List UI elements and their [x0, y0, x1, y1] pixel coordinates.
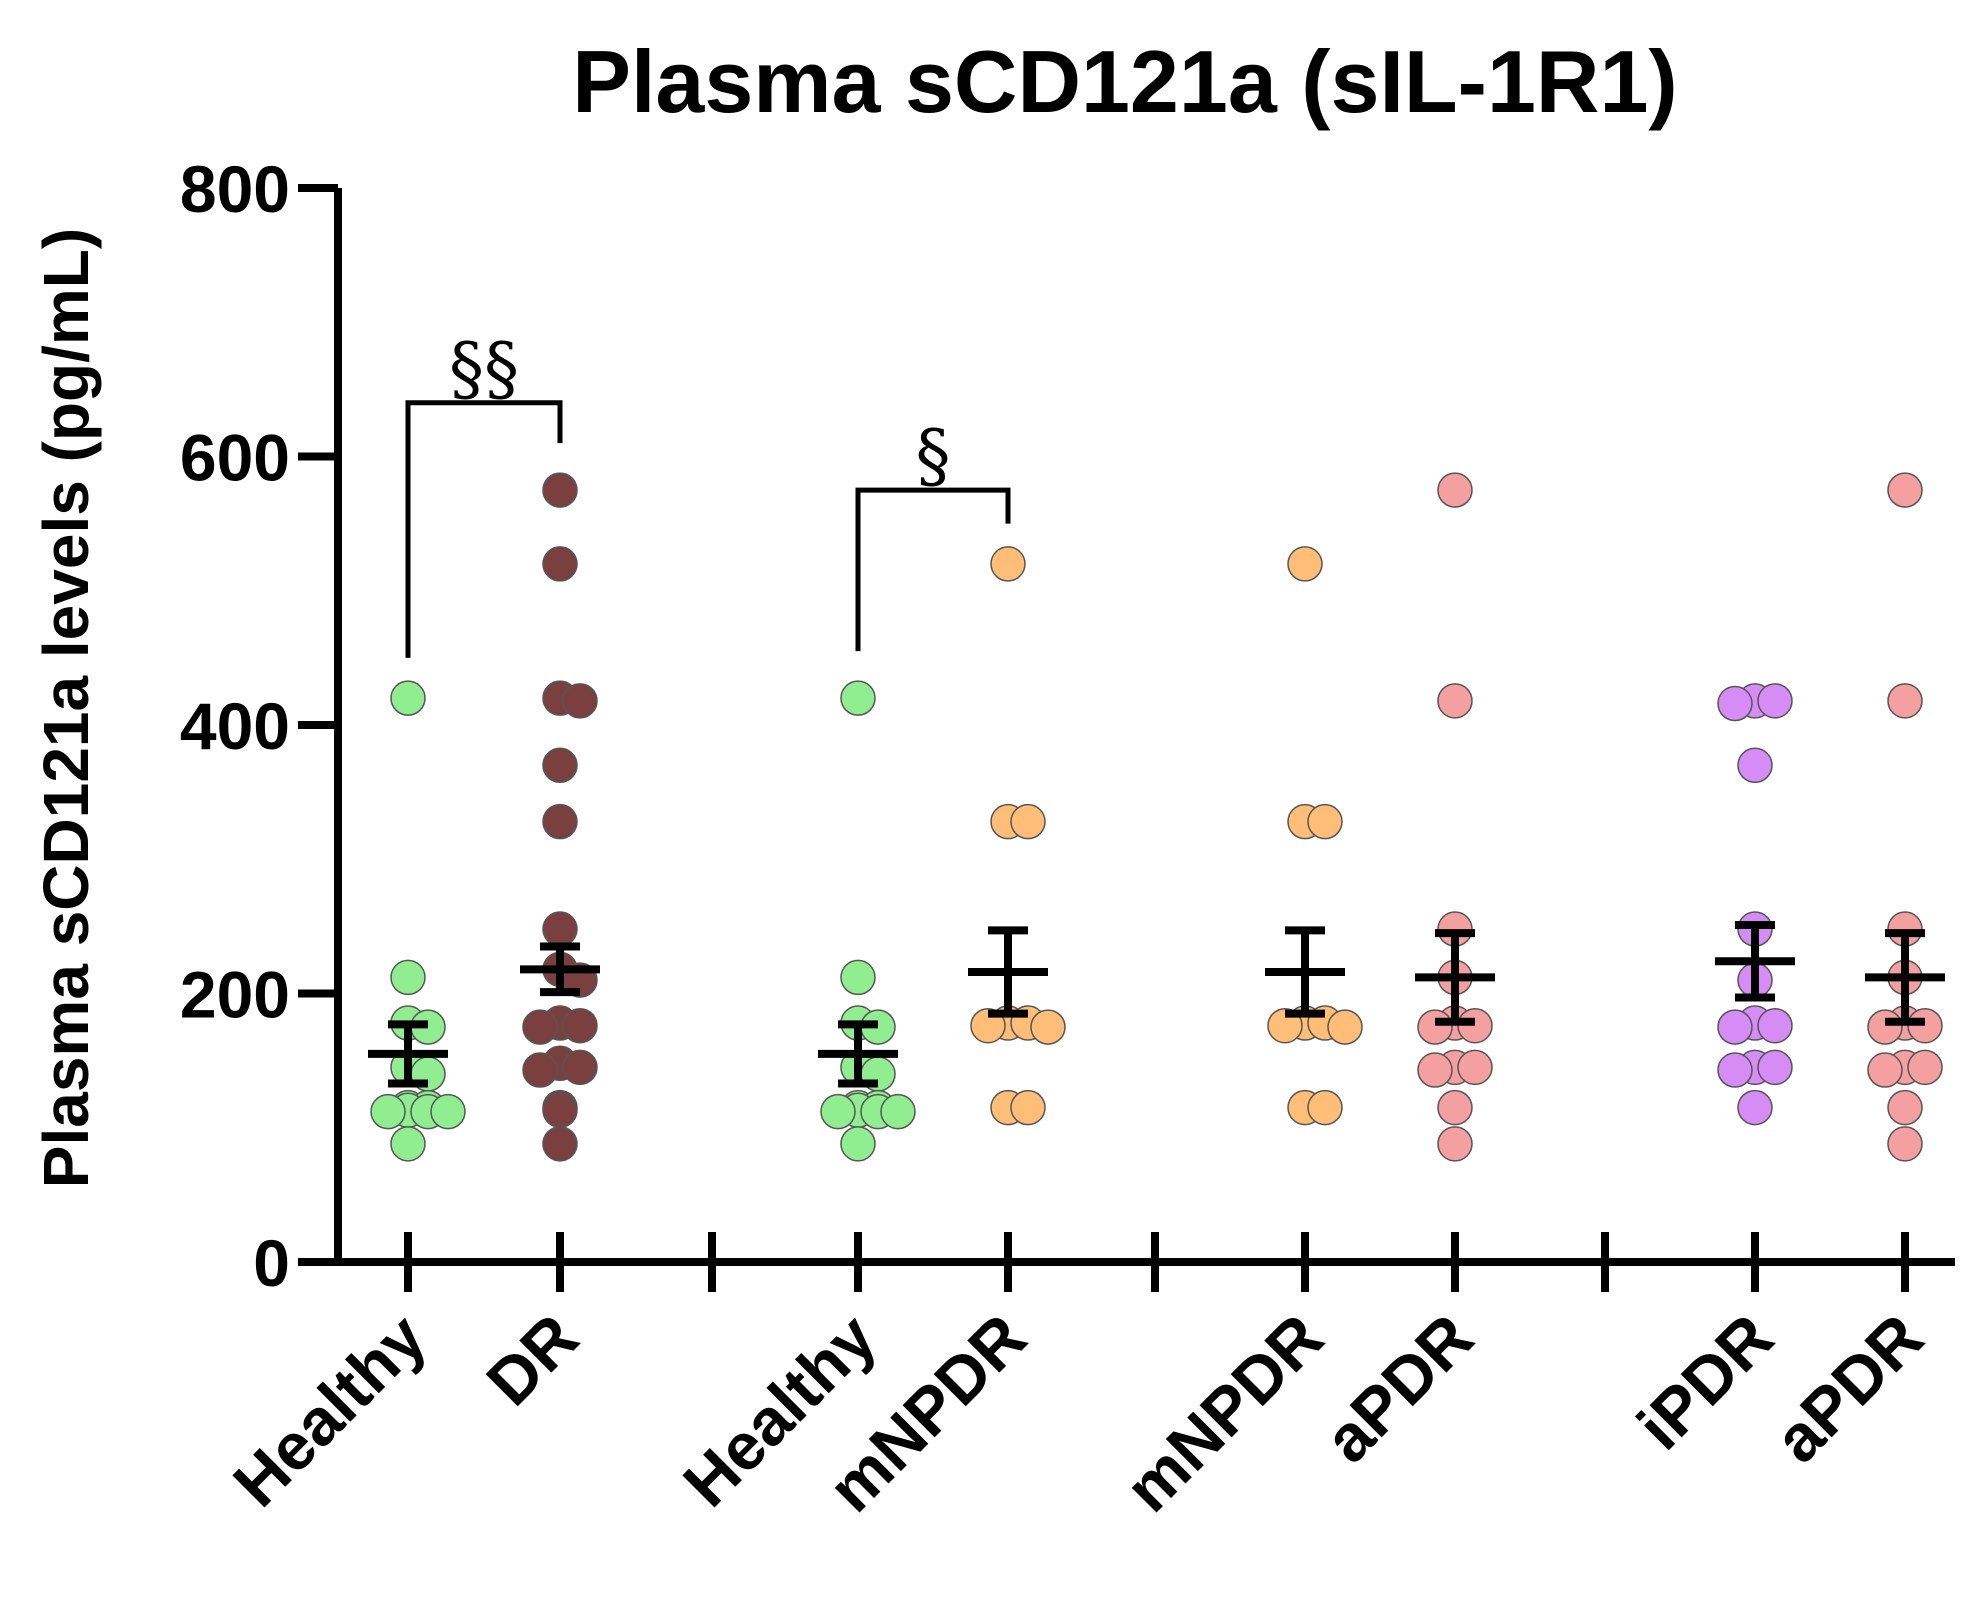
data-point [562, 1049, 598, 1086]
data-point [542, 911, 578, 947]
data-point [370, 1093, 406, 1130]
data-point [1307, 803, 1343, 840]
data-point [1907, 1007, 1943, 1044]
data-point [820, 1093, 856, 1130]
data-point [1757, 683, 1793, 719]
data-point [1887, 472, 1923, 508]
data-point [430, 1093, 466, 1130]
data-point [542, 1092, 578, 1129]
data-points [370, 472, 1943, 1162]
data-point [522, 1009, 558, 1045]
data-point [1417, 1052, 1453, 1088]
significance-label: §§ [449, 328, 519, 410]
data-point [1887, 1089, 1923, 1126]
y-ticks: 0 200 400 600 800 [180, 152, 338, 1300]
y-tick-label: 200 [180, 958, 290, 1032]
y-tick-label: 400 [180, 689, 290, 763]
data-point [562, 1007, 598, 1044]
x-category-label: mNPDR [1111, 1300, 1337, 1526]
data-point [840, 959, 876, 996]
data-point [1327, 1009, 1363, 1045]
data-point [1287, 546, 1323, 582]
data-point [1307, 1089, 1343, 1126]
data-point [840, 680, 876, 716]
data-point [390, 959, 426, 996]
data-point [542, 1126, 578, 1162]
y-axis-label: Plasma sCD121a levels (pg/mL) [30, 228, 102, 1188]
data-point [1737, 1089, 1773, 1126]
data-point [542, 472, 578, 508]
data-point [1030, 1009, 1066, 1045]
data-point [1887, 683, 1923, 719]
data-point [1010, 803, 1046, 840]
data-point [542, 803, 578, 840]
x-category-label: aPDR [1310, 1300, 1487, 1477]
x-category-label: DR [472, 1300, 592, 1420]
data-point [1717, 685, 1753, 722]
data-point [1437, 1126, 1473, 1162]
error-bars [368, 921, 1945, 1088]
data-point [1717, 1052, 1753, 1088]
data-point [1417, 1009, 1453, 1045]
significance-bracket [855, 487, 1011, 652]
x-category-label: iPDR [1623, 1300, 1787, 1464]
data-point [1457, 1049, 1493, 1086]
chart-title: Plasma sCD121a (sIL-1R1) [572, 32, 1677, 131]
y-tick-label: 600 [180, 421, 290, 495]
data-point [1757, 1049, 1793, 1086]
data-point [1457, 1007, 1493, 1044]
axes [334, 188, 1955, 1292]
significance-bracket [405, 400, 563, 658]
x-category-label: aPDR [1760, 1300, 1937, 1477]
data-point [542, 546, 578, 582]
data-point [1867, 1009, 1903, 1045]
data-point [390, 1126, 426, 1162]
data-point [990, 546, 1026, 582]
x-category-label: Healthy [219, 1299, 440, 1520]
y-tick-label: 800 [180, 152, 290, 226]
data-point [1737, 747, 1773, 784]
data-point [522, 1052, 558, 1088]
data-point [880, 1093, 916, 1130]
data-point [1437, 1089, 1473, 1126]
significance-annotations: §§§ [405, 328, 1011, 658]
data-point [1010, 1089, 1046, 1126]
data-point [1907, 1049, 1943, 1086]
data-point [1867, 1052, 1903, 1088]
y-tick-label: 0 [253, 1226, 290, 1300]
data-point [562, 683, 598, 719]
data-point [1717, 1009, 1753, 1045]
data-point [840, 1126, 876, 1162]
data-point [1437, 472, 1473, 508]
data-point [542, 747, 578, 784]
data-point [1437, 683, 1473, 719]
data-point [1887, 1126, 1923, 1162]
significance-label: § [916, 415, 951, 497]
data-point [1757, 1007, 1793, 1044]
data-point [390, 680, 426, 716]
